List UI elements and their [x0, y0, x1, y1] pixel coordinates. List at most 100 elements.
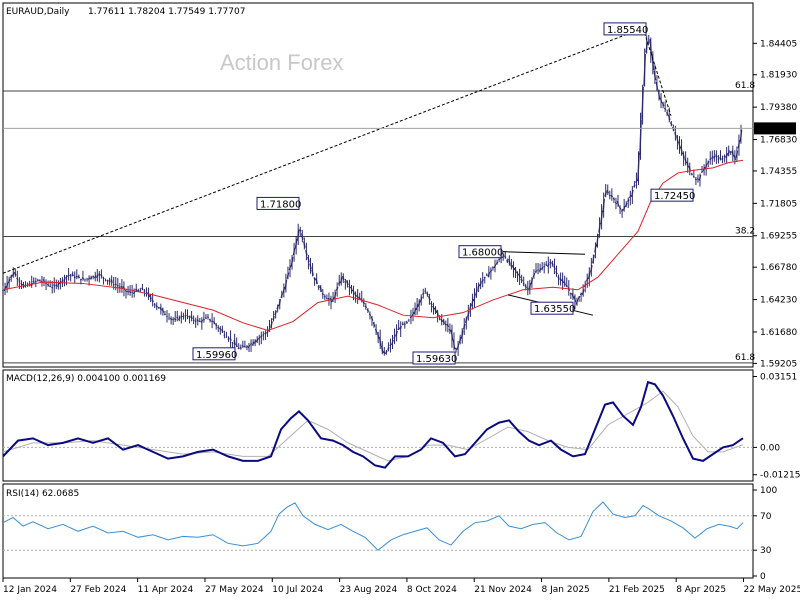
- candle-body: [116, 284, 119, 287]
- candle-body: [397, 327, 400, 331]
- candle-body: [540, 266, 544, 270]
- rsi-title: RSI(14) 62.0685: [6, 489, 79, 499]
- candle-body: [561, 278, 564, 284]
- candle-body: [631, 189, 634, 198]
- x-tick-label: 10 Jul 2024: [272, 585, 323, 595]
- candle-body: [319, 285, 323, 292]
- candle-body: [518, 274, 521, 279]
- candle-body: [229, 337, 232, 341]
- candle-body: [294, 238, 298, 249]
- candle-body: [14, 271, 17, 276]
- candle-body: [366, 308, 370, 313]
- candle-body: [670, 121, 673, 126]
- candle-body: [719, 156, 722, 161]
- price-label: 1.59630: [416, 354, 457, 365]
- candle-body: [137, 289, 140, 293]
- price-y-tick-label: 1.64230: [760, 296, 797, 306]
- candle-body: [667, 114, 671, 121]
- candle-body: [659, 97, 663, 103]
- candle-body: [452, 339, 456, 350]
- price-y-tick-label: 1.76830: [760, 136, 797, 146]
- candle-body: [260, 335, 263, 338]
- candle-body: [141, 287, 144, 291]
- candle-body: [411, 311, 415, 317]
- candle-body: [598, 222, 601, 233]
- candle-body: [149, 294, 152, 300]
- candle-body: [233, 340, 236, 345]
- candle-body: [739, 129, 743, 142]
- candle-body: [571, 293, 575, 299]
- candle-body: [639, 119, 642, 155]
- candle-body: [292, 247, 296, 256]
- candle-body: [258, 336, 261, 340]
- candle-body: [440, 318, 443, 323]
- macd-signal-line: [2, 390, 744, 462]
- candle-body: [147, 291, 150, 298]
- candle-body: [124, 289, 128, 293]
- candle-body: [110, 279, 113, 283]
- candle-body: [462, 323, 466, 330]
- candle-body: [290, 257, 294, 267]
- candle-body: [627, 199, 630, 203]
- candle-body: [315, 278, 318, 285]
- candle-body: [620, 208, 624, 212]
- candle-body: [415, 304, 419, 311]
- rsi-y-tick-label: 30: [760, 546, 772, 556]
- candle-body: [573, 296, 577, 303]
- macd-y-tick-label: 0.03151: [760, 372, 797, 382]
- candle-body: [342, 275, 345, 281]
- candle-body: [618, 206, 622, 210]
- price-candles: [1, 35, 743, 357]
- candle-body: [417, 300, 421, 307]
- candle-body: [692, 175, 695, 179]
- candle-body: [465, 317, 468, 324]
- candle-body: [663, 107, 667, 111]
- candle-body: [178, 316, 181, 321]
- candle-body: [180, 315, 183, 318]
- rsi-lines: [2, 501, 753, 551]
- candle-body: [108, 280, 111, 283]
- last-price-label: 1.77707: [757, 124, 794, 134]
- candle-body: [157, 306, 160, 309]
- candle-body: [57, 282, 60, 288]
- candle-body: [321, 292, 324, 296]
- candle-body: [614, 201, 618, 205]
- candle-body: [483, 276, 486, 279]
- macd-y-tick-label: 0.00: [760, 443, 780, 453]
- candle-body: [106, 279, 109, 282]
- candle-body: [678, 141, 681, 149]
- candle-body: [227, 338, 230, 341]
- candle-body: [401, 323, 404, 326]
- candle-body: [590, 265, 593, 273]
- candle-body: [522, 282, 525, 286]
- candle-body: [467, 310, 470, 318]
- candle-body: [38, 279, 42, 283]
- candle-body: [94, 275, 97, 279]
- candle-body: [192, 319, 195, 322]
- price-y-tick-label: 1.81930: [760, 71, 797, 81]
- candle-body: [512, 264, 515, 271]
- candle-body: [643, 53, 646, 86]
- candle-body: [487, 272, 491, 278]
- candle-body: [194, 320, 197, 323]
- candle-body: [198, 320, 201, 323]
- channel-upper: [502, 251, 586, 255]
- candle-body: [700, 170, 704, 174]
- candle-body: [356, 295, 359, 299]
- candle-body: [563, 281, 566, 286]
- candle-body: [241, 344, 245, 348]
- candle-body: [264, 332, 267, 335]
- candle-body: [182, 314, 185, 318]
- candle-body: [559, 278, 562, 282]
- candle-body: [553, 265, 556, 270]
- macd-y-tick-label: -0.01215: [760, 471, 800, 481]
- rsi-y-axis: 100 70 30 0: [753, 486, 777, 582]
- candle-body: [114, 283, 117, 286]
- candle-body: [653, 70, 657, 81]
- candle-body: [493, 264, 497, 269]
- candle-body: [588, 271, 591, 280]
- candle-body: [5, 282, 9, 289]
- candle-body: [132, 290, 136, 295]
- candle-body: [709, 158, 712, 161]
- price-y-tick-label: 1.71805: [760, 199, 797, 209]
